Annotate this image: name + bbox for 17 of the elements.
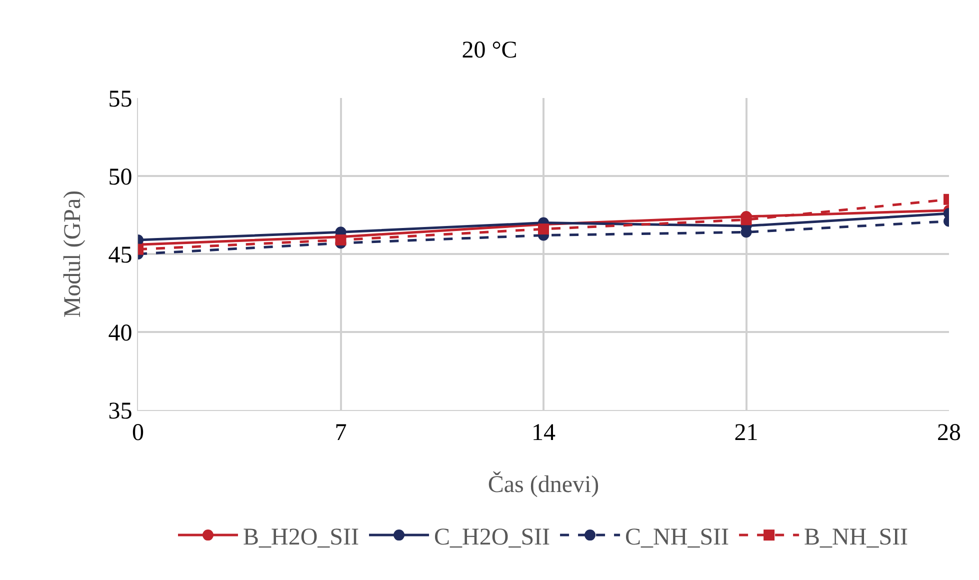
- x-tick-label: 7: [334, 420, 347, 446]
- legend-label: C_H2O_SII: [434, 524, 550, 550]
- y-tick-label: 45: [108, 242, 132, 268]
- x-tick-label: 14: [532, 420, 556, 446]
- legend-label: B_NH_SII: [804, 524, 908, 550]
- x-axis-title: Čas (dnevi): [488, 471, 600, 498]
- y-tick-label: 40: [108, 320, 132, 346]
- y-tick-label: 35: [108, 398, 132, 424]
- x-tick-label: 21: [734, 420, 758, 446]
- x-tick-label: 0: [132, 420, 144, 446]
- legend-label: B_H2O_SII: [243, 524, 360, 550]
- y-axis-title: Modul (GPa): [60, 190, 86, 318]
- legend-label: C_NH_SII: [625, 524, 730, 550]
- y-tick-label: 55: [108, 86, 132, 112]
- x-tick-label: 28: [937, 420, 961, 446]
- y-tick-label: 50: [108, 164, 132, 190]
- chart-title: 20 °C: [462, 37, 518, 64]
